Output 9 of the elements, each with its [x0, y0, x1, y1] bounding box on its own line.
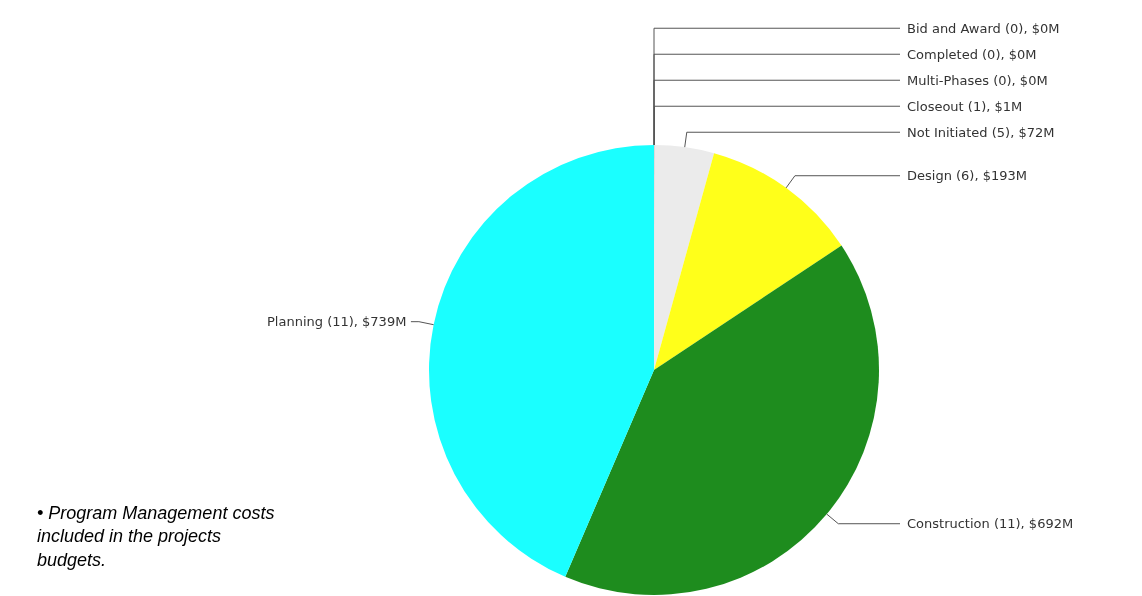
slice-label: Planning (11), $739M [267, 314, 407, 329]
slice-label: Design (6), $193M [907, 168, 1027, 183]
slice-label: Closeout (1), $1M [907, 99, 1023, 114]
category-label: Multi-Phases (0), $0M [907, 73, 1048, 88]
category-label: Completed (0), $0M [907, 47, 1037, 62]
slice-label: Not Initiated (5), $72M [907, 125, 1055, 140]
category-label: Bid and Award (0), $0M [907, 21, 1060, 36]
slice-label: Construction (11), $692M [907, 516, 1074, 531]
text: • Program Management costs included in the projects budgets. [37, 503, 275, 570]
